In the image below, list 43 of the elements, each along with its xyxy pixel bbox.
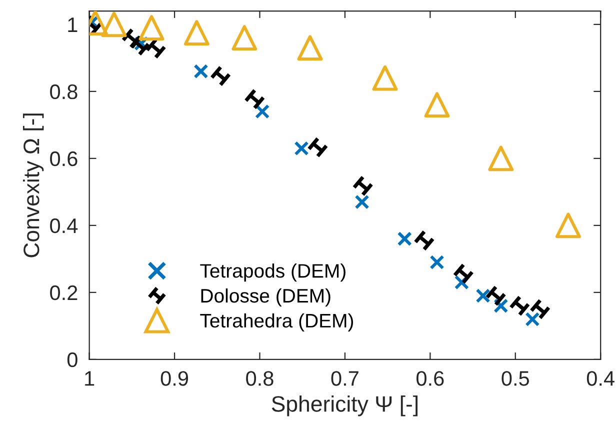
x-tick-label: 0.7 bbox=[331, 371, 358, 386]
x-tick-label: 0.9 bbox=[160, 371, 188, 386]
point bbox=[354, 194, 370, 210]
legend-label: Tetrahedra (DEM) bbox=[200, 313, 354, 332]
point bbox=[294, 141, 309, 156]
point bbox=[101, 12, 127, 38]
point bbox=[307, 136, 328, 158]
legend-label: Tetrapods (DEM) bbox=[200, 263, 346, 282]
point bbox=[555, 212, 581, 238]
y-tick-label: 0.6 bbox=[50, 151, 78, 166]
point bbox=[194, 64, 208, 79]
x-axis-title: Sphericity Ψ [-] bbox=[272, 396, 418, 416]
x-tick-label: 0.6 bbox=[416, 371, 444, 386]
point bbox=[210, 65, 231, 87]
y-tick-label: 1 bbox=[68, 18, 78, 32]
point bbox=[352, 175, 374, 196]
legend-label: Dolosse (DEM) bbox=[201, 288, 330, 307]
point bbox=[372, 65, 398, 91]
point bbox=[430, 254, 444, 270]
point bbox=[530, 298, 551, 320]
y-tick-label: 0.2 bbox=[50, 285, 78, 300]
y-tick-label: 0.8 bbox=[50, 84, 78, 100]
point bbox=[244, 88, 266, 110]
y-tick-label: 0 bbox=[67, 352, 78, 368]
x-tick-label: 0.4 bbox=[586, 371, 614, 386]
point bbox=[509, 295, 530, 316]
point bbox=[488, 146, 514, 172]
point bbox=[452, 263, 474, 284]
y-axis-title: Convexity Ω [-] bbox=[22, 114, 44, 258]
point bbox=[397, 231, 412, 246]
point bbox=[138, 15, 164, 40]
point bbox=[525, 312, 540, 327]
point bbox=[232, 25, 258, 51]
x-tick-label: 1 bbox=[85, 371, 94, 386]
point bbox=[424, 92, 450, 118]
point bbox=[476, 288, 490, 304]
x-tick-label: 0.8 bbox=[246, 371, 274, 386]
point bbox=[297, 35, 323, 61]
point bbox=[414, 230, 435, 252]
x-tick-label: 0.5 bbox=[502, 371, 529, 386]
point bbox=[184, 20, 210, 46]
y-tick-label: 0.4 bbox=[50, 218, 78, 234]
point bbox=[485, 285, 506, 306]
